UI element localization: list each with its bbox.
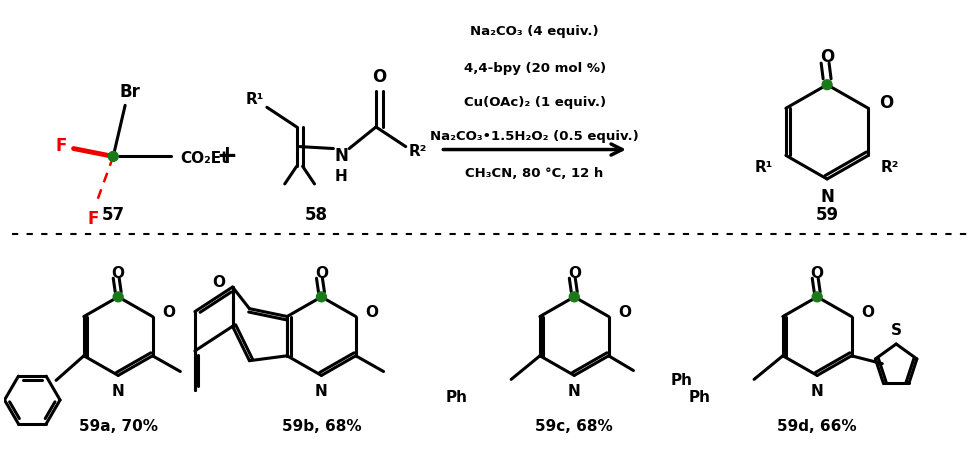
Text: O: O bbox=[372, 68, 385, 86]
Text: Na₂CO₃•1.5H₂O₂ (0.5 equiv.): Na₂CO₃•1.5H₂O₂ (0.5 equiv.) bbox=[429, 130, 639, 143]
Text: Br: Br bbox=[119, 82, 141, 101]
Text: Ph: Ph bbox=[670, 373, 692, 388]
Text: +: + bbox=[216, 145, 238, 168]
Text: O: O bbox=[365, 305, 378, 320]
Text: N: N bbox=[334, 147, 348, 165]
Text: 58: 58 bbox=[305, 206, 328, 224]
Text: 4,4-bpy (20 mol %): 4,4-bpy (20 mol %) bbox=[463, 61, 605, 74]
Text: Ph: Ph bbox=[688, 389, 710, 404]
Circle shape bbox=[316, 292, 326, 302]
Text: N: N bbox=[820, 188, 833, 205]
Text: N: N bbox=[567, 384, 580, 399]
Text: R¹: R¹ bbox=[754, 160, 773, 175]
Circle shape bbox=[822, 80, 831, 89]
Circle shape bbox=[812, 292, 822, 302]
Text: 59b, 68%: 59b, 68% bbox=[282, 419, 361, 434]
Text: 59a, 70%: 59a, 70% bbox=[78, 419, 157, 434]
Circle shape bbox=[569, 292, 579, 302]
Text: Ph: Ph bbox=[445, 389, 467, 404]
Text: 59: 59 bbox=[815, 206, 838, 224]
Text: S: S bbox=[890, 323, 901, 338]
Text: F: F bbox=[56, 137, 67, 154]
Circle shape bbox=[109, 152, 118, 161]
Text: F: F bbox=[88, 210, 99, 228]
Text: N: N bbox=[315, 384, 328, 399]
Text: O: O bbox=[111, 266, 124, 281]
Text: CH₃CN, 80 °C, 12 h: CH₃CN, 80 °C, 12 h bbox=[465, 167, 603, 180]
Text: N: N bbox=[111, 384, 124, 399]
Text: O: O bbox=[617, 305, 631, 320]
Text: O: O bbox=[860, 305, 873, 320]
Text: 59c, 68%: 59c, 68% bbox=[535, 419, 612, 434]
Text: H: H bbox=[334, 168, 347, 183]
Text: O: O bbox=[820, 48, 833, 66]
Text: N: N bbox=[810, 384, 822, 399]
Text: Cu(OAc)₂ (1 equiv.): Cu(OAc)₂ (1 equiv.) bbox=[463, 96, 605, 109]
Text: O: O bbox=[810, 266, 822, 281]
Text: 57: 57 bbox=[102, 206, 124, 224]
Text: O: O bbox=[161, 305, 175, 320]
Text: R²: R² bbox=[880, 160, 899, 175]
Text: 59d, 66%: 59d, 66% bbox=[777, 419, 856, 434]
Text: O: O bbox=[315, 266, 328, 281]
Text: CO₂Et: CO₂Et bbox=[181, 151, 229, 166]
Text: O: O bbox=[878, 95, 892, 112]
Text: Na₂CO₃ (4 equiv.): Na₂CO₃ (4 equiv.) bbox=[469, 25, 599, 38]
Circle shape bbox=[113, 292, 123, 302]
Text: R²: R² bbox=[408, 144, 426, 159]
Text: R¹: R¹ bbox=[245, 92, 264, 107]
Text: O: O bbox=[567, 266, 580, 281]
Text: O: O bbox=[212, 275, 225, 290]
